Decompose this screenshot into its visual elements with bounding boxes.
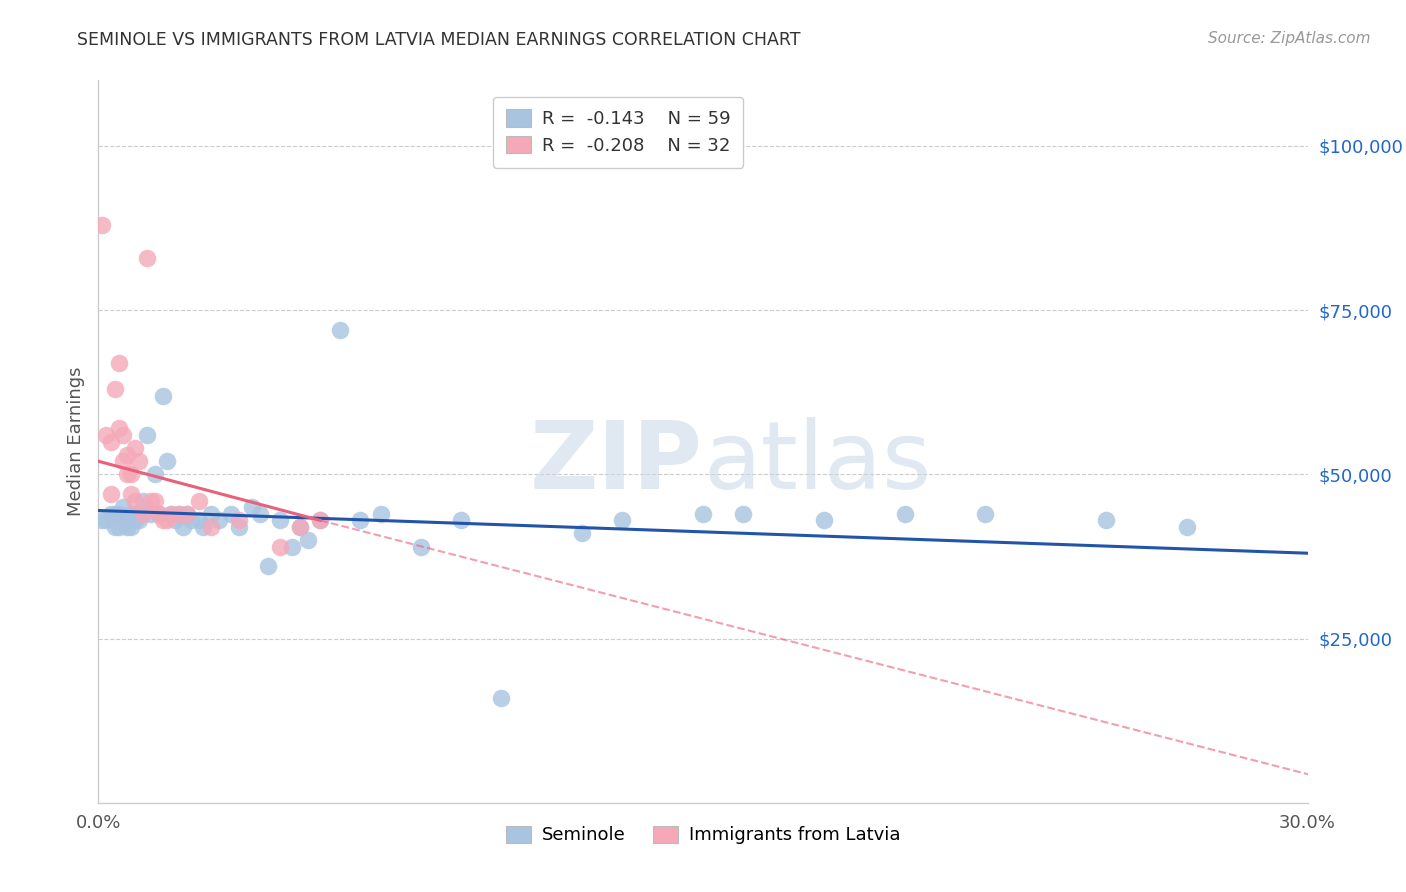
Point <box>107 507 129 521</box>
Point <box>329 323 352 337</box>
Point <box>176 507 198 521</box>
Point <box>107 356 129 370</box>
Point <box>172 520 194 534</box>
Point <box>297 533 319 547</box>
Point <box>733 507 755 521</box>
Point <box>115 520 138 534</box>
Text: SEMINOLE VS IMMIGRANTS FROM LATVIA MEDIAN EARNINGS CORRELATION CHART: SEMINOLE VS IMMIGRANTS FROM LATVIA MEDIA… <box>77 31 801 49</box>
Y-axis label: Median Earnings: Median Earnings <box>66 367 84 516</box>
Point <box>124 507 146 521</box>
Point <box>370 507 392 521</box>
Point <box>120 507 142 521</box>
Point <box>571 526 593 541</box>
Point <box>115 448 138 462</box>
Point <box>111 513 134 527</box>
Point <box>309 513 332 527</box>
Point <box>156 513 179 527</box>
Point <box>612 513 634 527</box>
Point <box>1175 520 1198 534</box>
Point <box>176 507 198 521</box>
Point <box>167 507 190 521</box>
Point <box>96 428 118 442</box>
Point <box>124 493 146 508</box>
Point <box>103 507 125 521</box>
Point <box>120 467 142 482</box>
Point <box>200 520 222 534</box>
Point <box>167 507 190 521</box>
Text: Source: ZipAtlas.com: Source: ZipAtlas.com <box>1208 31 1371 46</box>
Point <box>120 487 142 501</box>
Point <box>409 540 432 554</box>
Point <box>100 434 122 449</box>
Point <box>120 520 142 534</box>
Point <box>269 540 291 554</box>
Point <box>139 493 162 508</box>
Point <box>143 493 166 508</box>
Point <box>163 513 186 527</box>
Point <box>115 513 138 527</box>
Point <box>813 513 835 527</box>
Point <box>132 493 155 508</box>
Point <box>156 454 179 468</box>
Point <box>974 507 997 521</box>
Point <box>132 507 155 521</box>
Point <box>228 520 250 534</box>
Point <box>128 454 150 468</box>
Point <box>107 520 129 534</box>
Point <box>107 421 129 435</box>
Point <box>103 520 125 534</box>
Point <box>309 513 332 527</box>
Point <box>124 513 146 527</box>
Text: ZIP: ZIP <box>530 417 703 509</box>
Point <box>100 507 122 521</box>
Point <box>281 540 304 554</box>
Point <box>200 507 222 521</box>
Point <box>349 513 371 527</box>
Point <box>103 382 125 396</box>
Point <box>288 520 311 534</box>
Point <box>188 513 211 527</box>
Point <box>91 218 114 232</box>
Point <box>100 487 122 501</box>
Point <box>111 454 134 468</box>
Point <box>208 513 231 527</box>
Point <box>139 507 162 521</box>
Point <box>193 520 215 534</box>
Point <box>221 507 243 521</box>
Point <box>111 500 134 515</box>
Point <box>269 513 291 527</box>
Point <box>1095 513 1118 527</box>
Point <box>240 500 263 515</box>
Point <box>491 690 513 705</box>
Point <box>148 507 170 521</box>
Point <box>160 507 183 521</box>
Point <box>124 441 146 455</box>
Point <box>249 507 271 521</box>
Point <box>152 513 174 527</box>
Text: atlas: atlas <box>703 417 931 509</box>
Point <box>160 507 183 521</box>
Point <box>135 251 157 265</box>
Point <box>188 493 211 508</box>
Point <box>128 507 150 521</box>
Point <box>893 507 915 521</box>
Point <box>96 513 118 527</box>
Point <box>128 513 150 527</box>
Point <box>143 467 166 482</box>
Point <box>152 388 174 402</box>
Legend: Seminole, Immigrants from Latvia: Seminole, Immigrants from Latvia <box>495 814 911 855</box>
Point <box>228 513 250 527</box>
Point <box>692 507 714 521</box>
Point <box>91 513 114 527</box>
Point <box>256 559 278 574</box>
Point <box>288 520 311 534</box>
Point <box>148 507 170 521</box>
Point <box>135 428 157 442</box>
Point <box>111 428 134 442</box>
Point <box>115 467 138 482</box>
Point <box>450 513 472 527</box>
Point <box>180 513 202 527</box>
